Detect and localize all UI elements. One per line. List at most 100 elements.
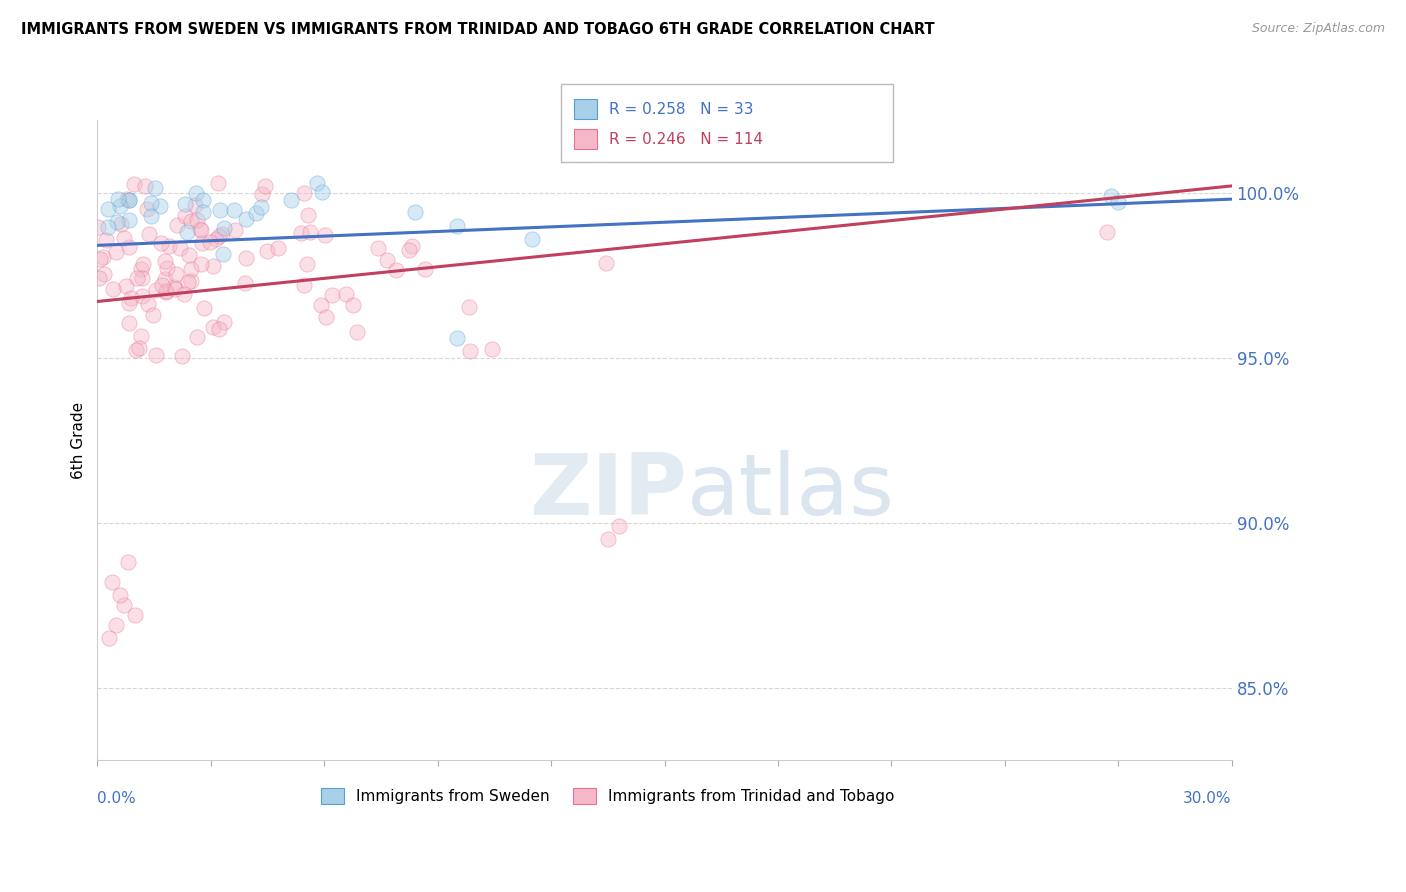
Point bbox=[134, 178, 156, 193]
Point bbox=[155, 285, 177, 299]
Text: R = 0.258   N = 33: R = 0.258 N = 33 bbox=[609, 102, 754, 117]
Point bbox=[118, 240, 141, 254]
Point bbox=[305, 176, 328, 190]
FancyBboxPatch shape bbox=[575, 99, 596, 120]
Point bbox=[292, 277, 315, 292]
Point bbox=[1095, 225, 1118, 239]
Point bbox=[118, 213, 141, 227]
Point bbox=[155, 285, 177, 300]
Point bbox=[136, 202, 159, 217]
Point bbox=[157, 239, 180, 253]
Point bbox=[481, 342, 503, 356]
Point bbox=[104, 245, 127, 260]
Point bbox=[145, 283, 167, 297]
Point bbox=[413, 262, 436, 277]
Point bbox=[184, 198, 207, 212]
Point bbox=[201, 320, 224, 334]
Point bbox=[132, 257, 155, 271]
Point bbox=[101, 575, 124, 590]
Text: R = 0.246   N = 114: R = 0.246 N = 114 bbox=[609, 132, 763, 146]
Point bbox=[314, 227, 336, 242]
Point bbox=[180, 261, 202, 276]
Point bbox=[97, 202, 120, 216]
Point bbox=[398, 243, 420, 257]
Point bbox=[139, 195, 162, 210]
Point bbox=[245, 205, 267, 219]
Point bbox=[190, 223, 212, 237]
Point bbox=[404, 205, 426, 219]
Point bbox=[124, 608, 146, 623]
Point bbox=[142, 308, 165, 322]
Point bbox=[112, 231, 135, 245]
Point bbox=[128, 341, 150, 355]
Point bbox=[131, 270, 153, 285]
Point bbox=[292, 186, 315, 201]
Point bbox=[124, 178, 146, 192]
Point bbox=[191, 205, 214, 219]
Point bbox=[208, 228, 231, 243]
Point bbox=[173, 287, 195, 301]
Text: atlas: atlas bbox=[688, 450, 896, 533]
Point bbox=[385, 263, 408, 277]
Point bbox=[115, 279, 138, 293]
FancyBboxPatch shape bbox=[561, 85, 893, 161]
Point bbox=[156, 260, 179, 275]
Point bbox=[214, 221, 236, 235]
Point bbox=[129, 329, 152, 343]
Point bbox=[235, 211, 257, 226]
Point bbox=[595, 256, 617, 270]
Point bbox=[335, 286, 357, 301]
Point bbox=[176, 225, 198, 239]
Point bbox=[163, 282, 186, 296]
Point bbox=[165, 267, 187, 281]
Point bbox=[117, 193, 139, 207]
Point bbox=[233, 276, 256, 290]
Point bbox=[149, 199, 172, 213]
Point bbox=[191, 193, 214, 207]
Point bbox=[96, 233, 118, 247]
Point bbox=[446, 331, 468, 345]
Point bbox=[596, 532, 619, 546]
Point bbox=[139, 210, 162, 224]
Point bbox=[190, 235, 212, 250]
Point bbox=[458, 343, 481, 358]
Point bbox=[198, 235, 221, 250]
Point bbox=[150, 235, 173, 250]
Point bbox=[138, 227, 160, 241]
Point bbox=[205, 232, 228, 246]
Point bbox=[367, 241, 389, 255]
Point bbox=[267, 241, 290, 255]
Point bbox=[208, 322, 231, 336]
Point bbox=[446, 219, 468, 233]
Point bbox=[342, 298, 364, 312]
Point bbox=[190, 257, 212, 271]
Point bbox=[311, 185, 333, 199]
Point bbox=[118, 316, 141, 330]
Point bbox=[401, 239, 423, 253]
Point bbox=[125, 271, 148, 285]
Point bbox=[180, 213, 202, 227]
Point bbox=[311, 298, 333, 312]
Point bbox=[235, 251, 257, 265]
Point bbox=[97, 219, 120, 234]
Point bbox=[89, 252, 111, 266]
Point bbox=[297, 208, 319, 222]
Point bbox=[375, 252, 398, 267]
Point bbox=[224, 203, 246, 218]
Point bbox=[457, 300, 479, 314]
Point bbox=[290, 226, 312, 240]
Text: 0.0%: 0.0% bbox=[97, 791, 136, 806]
Point bbox=[177, 275, 200, 289]
Point bbox=[224, 223, 246, 237]
Point bbox=[107, 192, 129, 206]
Point bbox=[250, 187, 273, 202]
Point bbox=[117, 296, 139, 310]
Text: 30.0%: 30.0% bbox=[1184, 791, 1232, 806]
Point bbox=[120, 291, 142, 305]
Point bbox=[174, 210, 197, 224]
Point bbox=[1107, 195, 1129, 210]
Point bbox=[179, 248, 201, 262]
Point bbox=[186, 330, 208, 344]
Point bbox=[93, 267, 115, 281]
Point bbox=[108, 199, 131, 213]
